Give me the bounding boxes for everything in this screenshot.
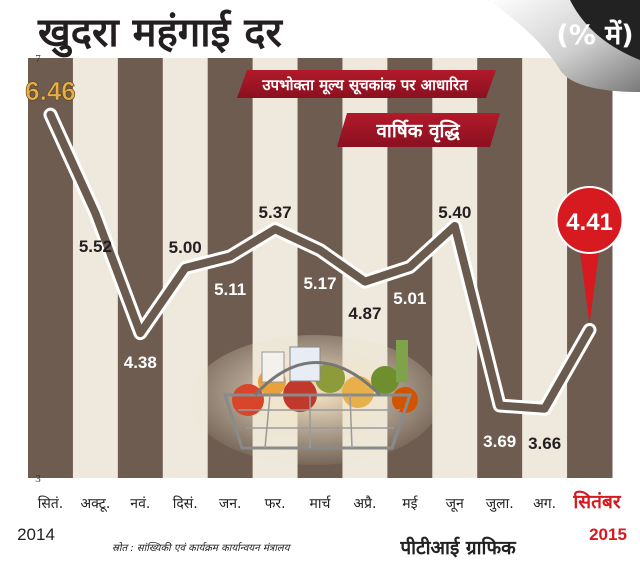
x-label-10: जुला. xyxy=(486,496,514,512)
data-point-11 xyxy=(542,406,547,411)
data-point-3 xyxy=(183,266,188,270)
x-label-1: अक्टू. xyxy=(80,496,110,512)
value-label-10: 3.69 xyxy=(483,432,516,451)
data-point-10 xyxy=(497,403,502,408)
value-label-7: 4.87 xyxy=(348,304,381,323)
value-label-11: 3.66 xyxy=(528,434,561,453)
value-label-12: 4.41 xyxy=(566,209,613,236)
x-label-0: सितं. xyxy=(38,495,64,512)
value-label-5: 5.37 xyxy=(259,203,292,222)
subtitle-basis: उपभोक्ता मूल्य सूचकांक पर आधारित xyxy=(261,76,469,95)
data-point-0 xyxy=(48,112,53,117)
brand-label: पीटीआई ग्राफिक xyxy=(399,536,517,559)
x-label-4: जन. xyxy=(219,496,242,512)
value-label-1: 5.52 xyxy=(79,237,112,256)
data-point-7 xyxy=(362,279,367,284)
x-axis-labels: सितं. अक्टू. नवं. दिसं. जन. फर. मार्च अप्रै. मई ज… xyxy=(38,490,622,513)
year-start: 2014 xyxy=(17,525,55,544)
x-label-12: सितंबर xyxy=(572,490,621,513)
subtitle-basis-banner: उपभोक्ता मूल्य सूचकांक पर आधारित xyxy=(237,70,496,98)
brand-box xyxy=(363,535,553,559)
x-label-3: दिसं. xyxy=(173,495,198,512)
y-tick-max: 7 xyxy=(35,53,41,65)
x-label-8: मई xyxy=(402,495,418,512)
column-band-2 xyxy=(117,58,164,478)
source-note: स्रोत : सांख्यिकी एवं कार्यक्रम कार्यान्… xyxy=(112,542,292,554)
subtitle-type-banner: वार्षिक वृद्धि xyxy=(337,113,500,147)
value-label-9: 5.40 xyxy=(438,203,471,222)
inflation-line xyxy=(43,107,597,416)
data-point-4 xyxy=(228,254,233,259)
x-label-11: अग. xyxy=(533,496,556,512)
value-label-6: 5.17 xyxy=(303,274,336,293)
chart-title: खुदरा महंगाई दर xyxy=(37,9,283,58)
highlight-pin: 4.41 xyxy=(555,186,624,324)
page-curl xyxy=(488,0,640,92)
value-label-3: 5.00 xyxy=(169,238,202,257)
x-label-6: मार्च xyxy=(310,495,332,512)
data-point-8 xyxy=(407,264,412,269)
pin-needle xyxy=(579,248,600,324)
data-point-5 xyxy=(273,227,278,232)
unit-label: (% में) xyxy=(556,19,633,51)
x-label-7: अप्रै. xyxy=(353,495,376,512)
data-point-6 xyxy=(318,248,322,253)
subtitle-type: वार्षिक वृद्धि xyxy=(375,119,460,143)
y-tick-min: 3 xyxy=(35,473,41,485)
value-label-0: 6.46 xyxy=(25,76,76,106)
value-label-2: 4.38 xyxy=(124,353,157,372)
data-point-12 xyxy=(587,327,592,332)
grocery-basket-illustration xyxy=(190,335,440,465)
data-point-2 xyxy=(138,331,143,336)
data-point-1 xyxy=(93,211,98,216)
year-end: 2015 xyxy=(589,525,627,544)
x-label-2: नवं. xyxy=(130,496,150,512)
data-point-9 xyxy=(452,224,457,228)
pin-head xyxy=(555,186,624,254)
value-label-4: 5.11 xyxy=(214,280,246,299)
value-labels: 6.46 5.52 4.38 5.00 5.11 5.37 5.17 4.87 5.01 5.40… xyxy=(25,76,561,453)
x-label-5: फर. xyxy=(265,496,286,512)
value-label-8: 5.01 xyxy=(393,289,426,308)
x-label-9: जून xyxy=(446,496,464,512)
